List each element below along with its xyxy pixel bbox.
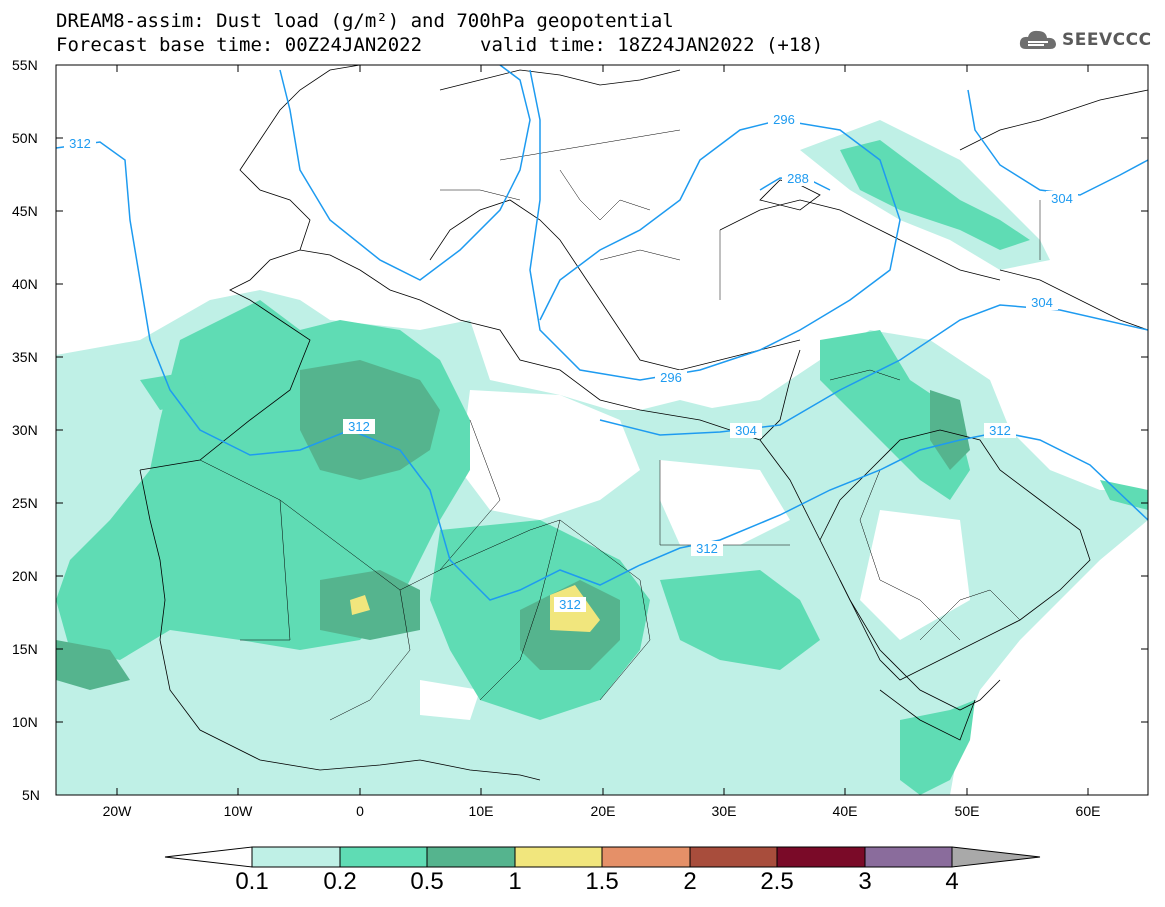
colorbar-label: 0.1 (235, 868, 269, 895)
colorbar-bin-0 (251, 846, 341, 868)
lat-ticks (56, 64, 1148, 723)
lon-label: 60E (1075, 803, 1101, 819)
colorbar-bin-2 (426, 846, 516, 868)
lon-label: 30E (711, 803, 737, 819)
colorbar-bin-3 (514, 846, 603, 868)
colorbar-bin-7 (864, 846, 953, 868)
colorbar-label: 1 (508, 868, 522, 895)
lat-label: 30N (12, 422, 38, 438)
colorbar-label: 3 (858, 868, 872, 895)
contour-label-288: 288 (787, 171, 809, 186)
colorbar-under-triangle (164, 846, 253, 868)
lat-label: 5N (22, 787, 40, 803)
colorbar-bin-4 (601, 846, 691, 868)
lat-label: 55N (12, 57, 38, 73)
colorbar-bin-5 (689, 846, 778, 868)
colorbar (164, 846, 1041, 868)
lat-label: 25N (12, 495, 38, 511)
lat-label: 15N (12, 641, 38, 657)
lon-ticks (116, 65, 1089, 795)
colorbar-over-triangle (951, 846, 1041, 868)
contour-label-312-west: 312 (69, 136, 91, 151)
colorbar-label: 2 (683, 868, 697, 895)
logo-text: SEEVCCC (1062, 30, 1152, 50)
colorbar-label: 4 (945, 868, 959, 895)
contour-label-312-sahara: 312 (348, 419, 370, 434)
valid-time: valid time: 18Z24JAN2022 (+18) (480, 34, 824, 56)
contour-label-304-east: 304 (1031, 295, 1053, 310)
contour-label-312-sudan: 312 (696, 541, 718, 556)
colorbar-label: 1.5 (585, 868, 619, 895)
lat-label: 20N (12, 568, 38, 584)
colorbar-label: 0.5 (410, 868, 444, 895)
coastlines (139, 64, 1149, 781)
lon-label: 20E (590, 803, 616, 819)
forecast-base-time: Forecast base time: 00Z24JAN2022 (56, 34, 423, 56)
lat-label: 50N (12, 130, 38, 146)
colorbar-bin-1 (339, 846, 428, 868)
lon-label: 0 (356, 803, 364, 819)
lat-label: 40N (12, 276, 38, 292)
contour-label-312-gulf: 312 (989, 423, 1011, 438)
lat-label: 35N (12, 349, 38, 365)
lat-label: 10N (12, 714, 38, 730)
contour-label-296-south: 296 (660, 370, 682, 385)
lon-label: 10W (223, 803, 253, 819)
colorbar-label: 0.2 (323, 868, 357, 895)
contour-label-312-chad: 312 (559, 597, 581, 612)
contour-label-296-north: 296 (773, 112, 795, 127)
lon-label: 40E (832, 803, 858, 819)
contour-labels: 312 296 288 304 304 296 312 312 304 312 … (64, 112, 1078, 612)
lon-label: 50E (954, 803, 980, 819)
lon-label: 20W (102, 803, 132, 819)
seevccc-logo: SEEVCCC (1018, 26, 1152, 54)
map-title: DREAM8-assim: Dust load (g/m²) and 700hP… (56, 10, 674, 32)
dust-high-areas (56, 360, 970, 690)
colorbar-label: 2.5 (760, 868, 794, 895)
cloud-logo-icon (1019, 30, 1056, 49)
contour-label-304-northeast: 304 (1051, 191, 1073, 206)
dust-free-areas (420, 390, 970, 720)
contour-label-304-egypt: 304 (735, 423, 757, 438)
country-borders (199, 129, 1041, 721)
lon-label: 10E (468, 803, 494, 819)
lat-label: 45N (12, 203, 38, 219)
colorbar-bin-6 (776, 846, 866, 868)
